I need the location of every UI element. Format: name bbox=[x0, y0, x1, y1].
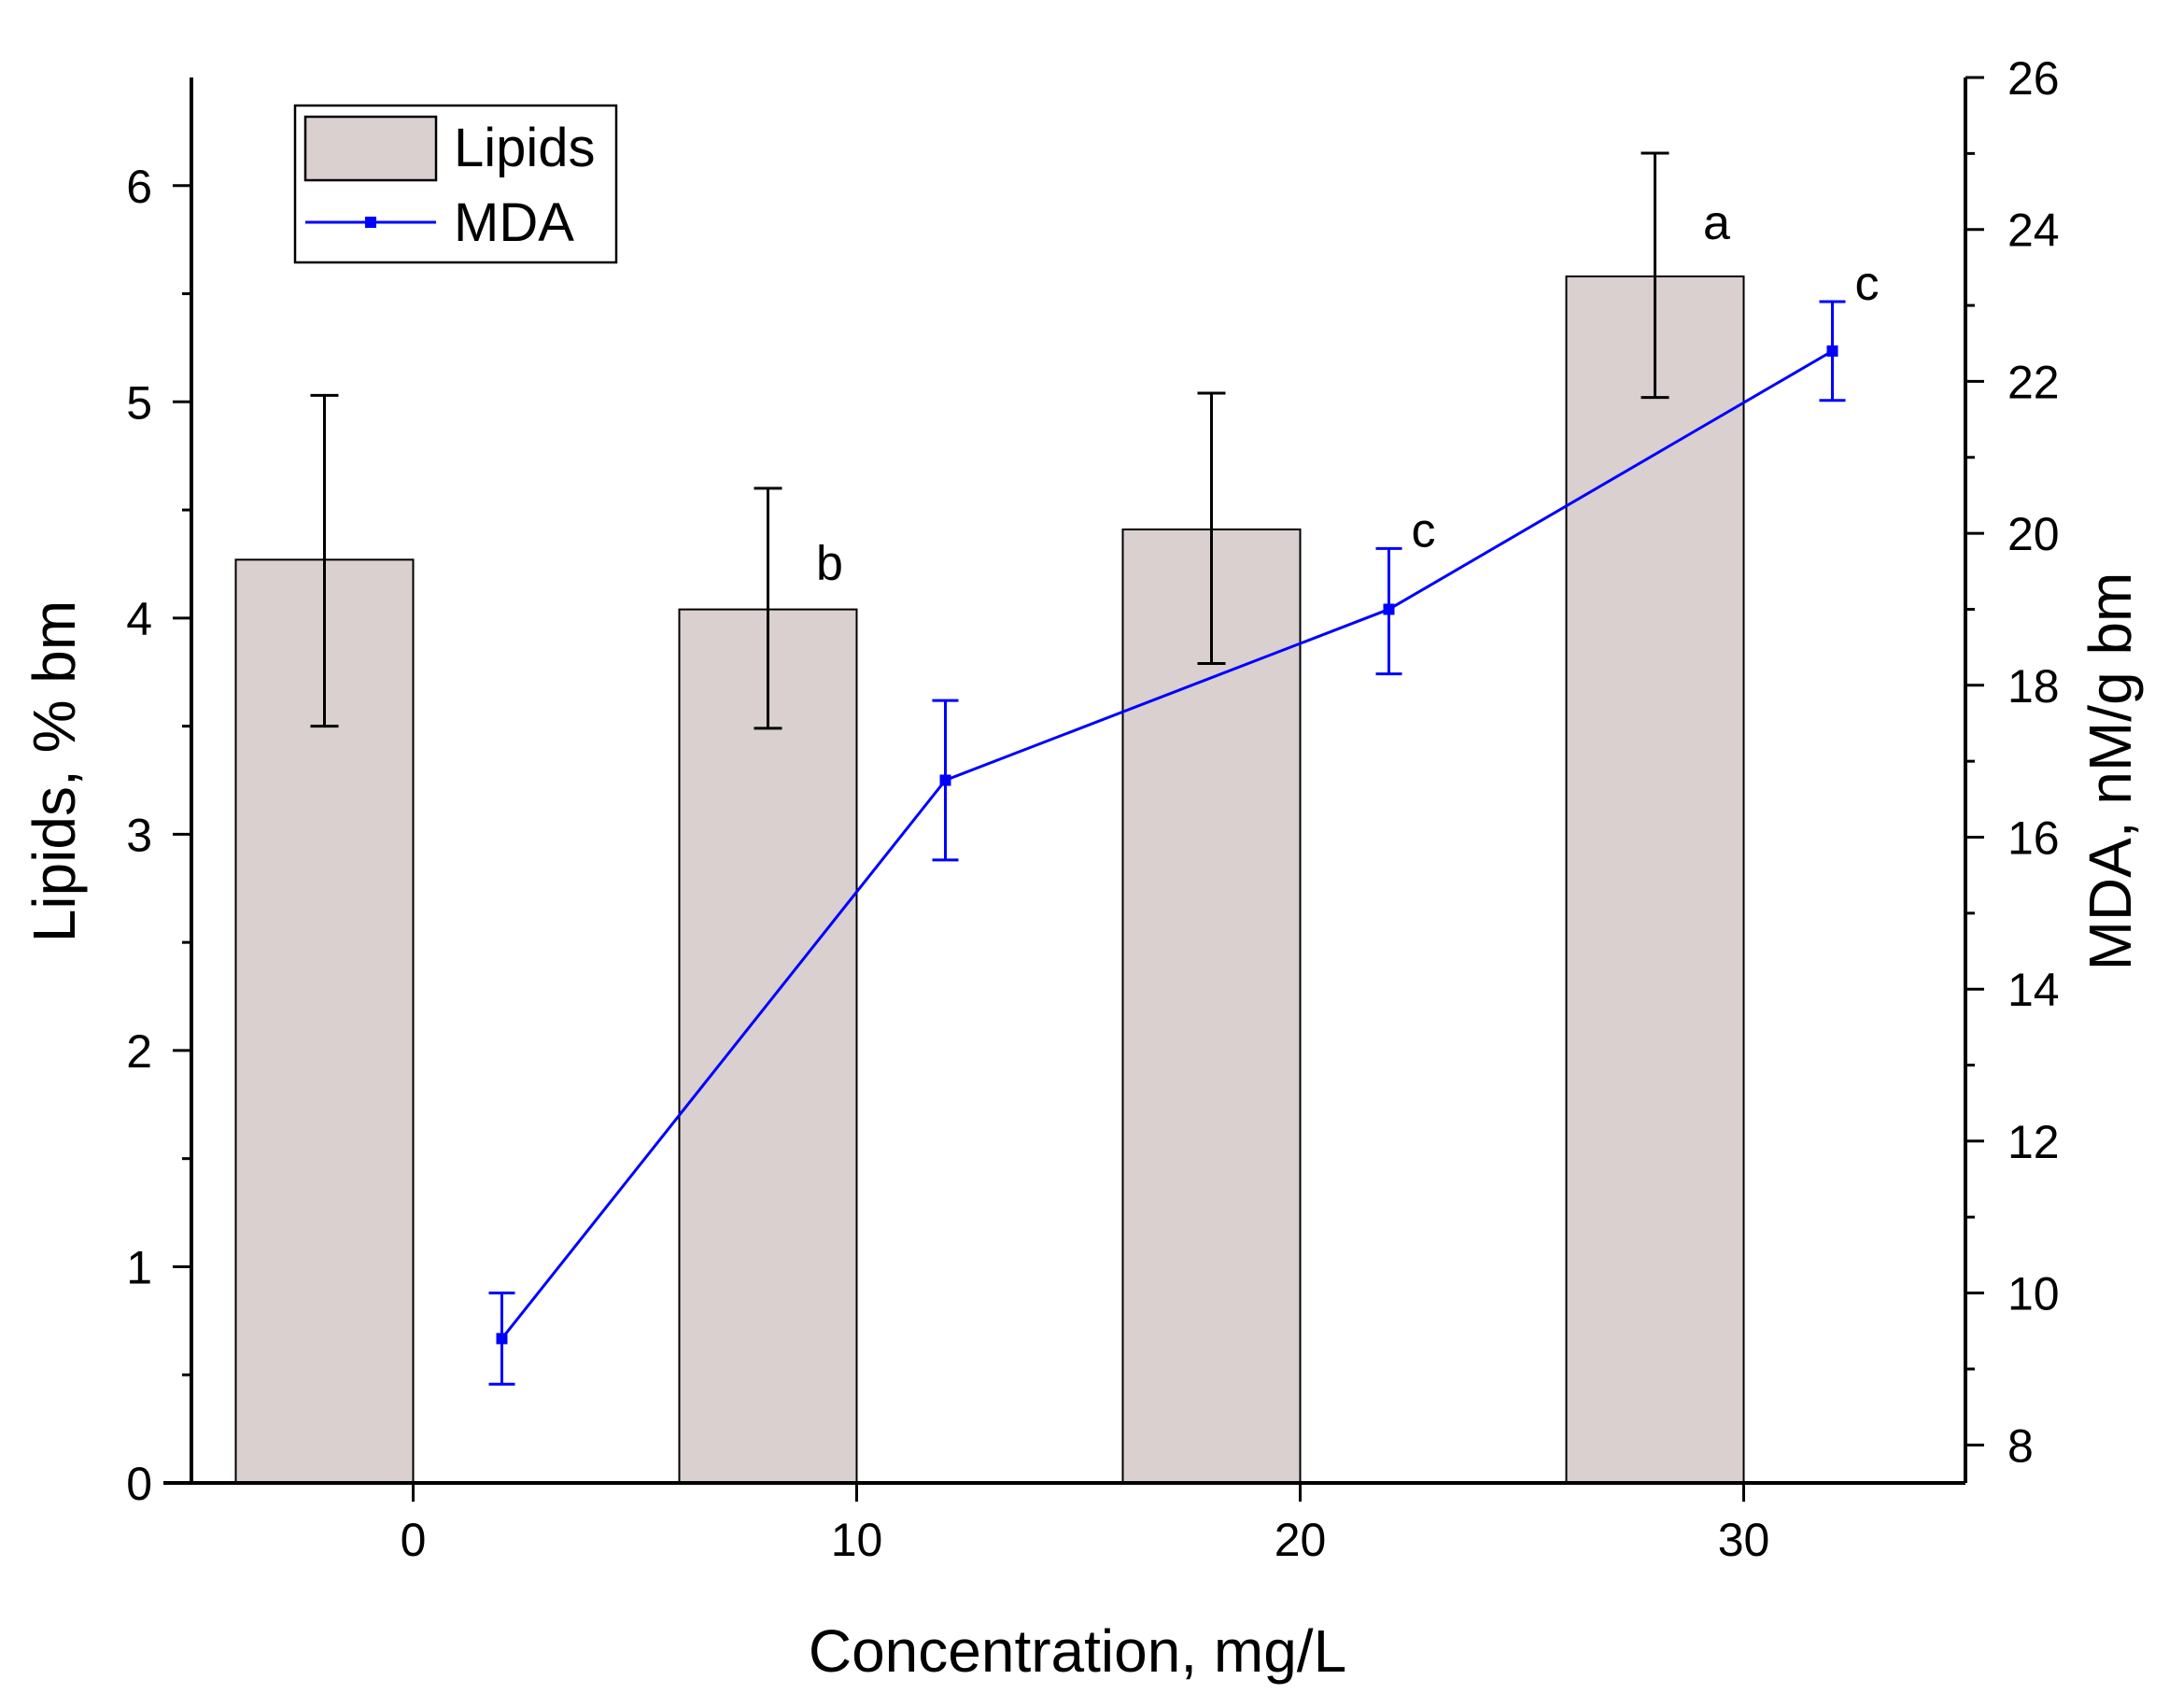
mda-series bbox=[488, 300, 1846, 1386]
x-ticks: 0 10 20 30 bbox=[401, 1483, 1770, 1566]
lipids-bar bbox=[1565, 275, 1745, 1484]
legend-lipids-swatch bbox=[303, 115, 438, 182]
left-y-tick-label: 6 bbox=[126, 161, 152, 213]
bar-error-bars bbox=[310, 151, 1669, 730]
right-y-axis-title: MDA, nM/g bm bbox=[2077, 572, 2144, 971]
mda-point bbox=[939, 774, 951, 786]
x-axis-title: Concentration, mg/L bbox=[809, 1617, 1346, 1685]
left-y-tick-label: 4 bbox=[126, 593, 152, 645]
mda-point bbox=[1383, 603, 1395, 615]
left-y-tick-label: 1 bbox=[126, 1241, 152, 1293]
right-y-tick-label: 14 bbox=[2007, 964, 2060, 1016]
right-y-tick-label: 12 bbox=[2007, 1116, 2060, 1168]
right-y-tick-label: 10 bbox=[2007, 1268, 2060, 1320]
legend-lipids-label: Lipids bbox=[454, 118, 596, 178]
left-y-tick-label: 0 bbox=[126, 1458, 152, 1510]
lipids-significance-label: a bbox=[1703, 196, 1730, 250]
axes bbox=[163, 78, 1967, 1485]
right-y-tick-label: 8 bbox=[2007, 1419, 2034, 1472]
right-y-tick-label: 20 bbox=[2007, 508, 2060, 560]
x-tick-label: 10 bbox=[831, 1514, 883, 1566]
left-y-tick-label: 2 bbox=[126, 1025, 152, 1078]
bar-annotations: ba bbox=[816, 196, 1730, 591]
lipids-bar bbox=[1121, 528, 1302, 1484]
left-y-ticks: 0 1 2 3 4 5 6 bbox=[126, 161, 191, 1510]
mda-significance-label: c bbox=[1412, 503, 1436, 558]
x-tick-label: 0 bbox=[401, 1514, 427, 1566]
left-y-tick-label: 3 bbox=[126, 809, 152, 861]
mda-point bbox=[1826, 345, 1838, 357]
left-y-axis-title: Lipids, % bm bbox=[21, 600, 88, 942]
right-y-tick-label: 16 bbox=[2007, 812, 2060, 865]
bars-layer bbox=[234, 275, 1745, 1484]
x-tick-label: 20 bbox=[1275, 1514, 1327, 1566]
mda-line bbox=[500, 349, 1834, 1340]
mda-significance-label: c bbox=[1855, 257, 1880, 311]
mda-annotations: cc bbox=[1412, 257, 1880, 558]
mda-point bbox=[496, 1333, 508, 1345]
right-y-tick-label: 24 bbox=[2007, 205, 2060, 257]
legend: Lipids MDA bbox=[293, 104, 618, 264]
x-tick-label: 30 bbox=[1718, 1514, 1770, 1566]
lipids-bar bbox=[678, 608, 858, 1484]
right-y-tick-label: 18 bbox=[2007, 660, 2060, 713]
right-y-ticks: 8 10 12 14 16 18 20 22 24 26 bbox=[1965, 52, 2060, 1472]
legend-mda-marker bbox=[365, 217, 376, 228]
left-y-tick-label: 5 bbox=[126, 376, 152, 429]
right-y-tick-label: 26 bbox=[2007, 52, 2060, 105]
right-y-tick-label: 22 bbox=[2007, 356, 2060, 408]
lipids-significance-label: b bbox=[816, 537, 843, 591]
legend-mda-label: MDA bbox=[454, 192, 574, 253]
